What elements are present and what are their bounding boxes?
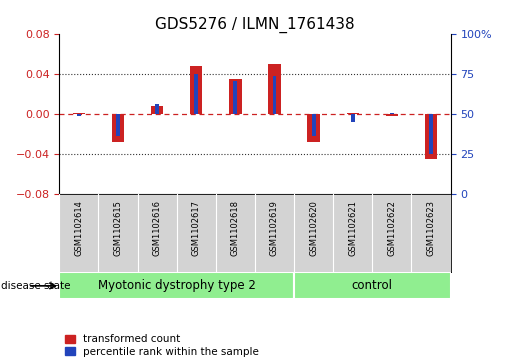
Bar <box>151 106 163 114</box>
Bar <box>229 79 242 114</box>
Bar <box>194 74 198 114</box>
Text: Myotonic dystrophy type 2: Myotonic dystrophy type 2 <box>98 280 255 292</box>
Text: GSM1102616: GSM1102616 <box>152 200 162 256</box>
Bar <box>425 114 437 159</box>
Text: GSM1102622: GSM1102622 <box>387 200 397 256</box>
Bar <box>347 113 359 114</box>
Text: disease state: disease state <box>1 281 71 291</box>
Bar <box>112 114 124 142</box>
Text: GSM1102617: GSM1102617 <box>192 200 201 256</box>
Bar <box>294 272 451 299</box>
Bar <box>268 65 281 114</box>
Text: GSM1102615: GSM1102615 <box>113 200 123 256</box>
Title: GDS5276 / ILMN_1761438: GDS5276 / ILMN_1761438 <box>155 17 355 33</box>
Bar <box>312 114 316 136</box>
Bar <box>59 272 294 299</box>
Text: GSM1102619: GSM1102619 <box>270 200 279 256</box>
Text: GSM1102621: GSM1102621 <box>348 200 357 256</box>
Bar <box>429 114 433 154</box>
Bar <box>307 114 320 142</box>
Bar <box>390 113 394 114</box>
Text: control: control <box>352 280 393 292</box>
Text: GSM1102614: GSM1102614 <box>74 200 83 256</box>
Bar <box>351 114 355 122</box>
Bar <box>73 113 85 114</box>
Legend: transformed count, percentile rank within the sample: transformed count, percentile rank withi… <box>64 333 260 358</box>
Bar <box>77 114 81 116</box>
Bar <box>386 114 398 116</box>
Bar <box>116 114 120 136</box>
Bar <box>155 105 159 114</box>
Text: GSM1102620: GSM1102620 <box>309 200 318 256</box>
Bar <box>190 66 202 114</box>
Text: GSM1102623: GSM1102623 <box>426 200 436 256</box>
Bar <box>272 77 277 114</box>
Text: GSM1102618: GSM1102618 <box>231 200 240 256</box>
Bar <box>233 81 237 114</box>
